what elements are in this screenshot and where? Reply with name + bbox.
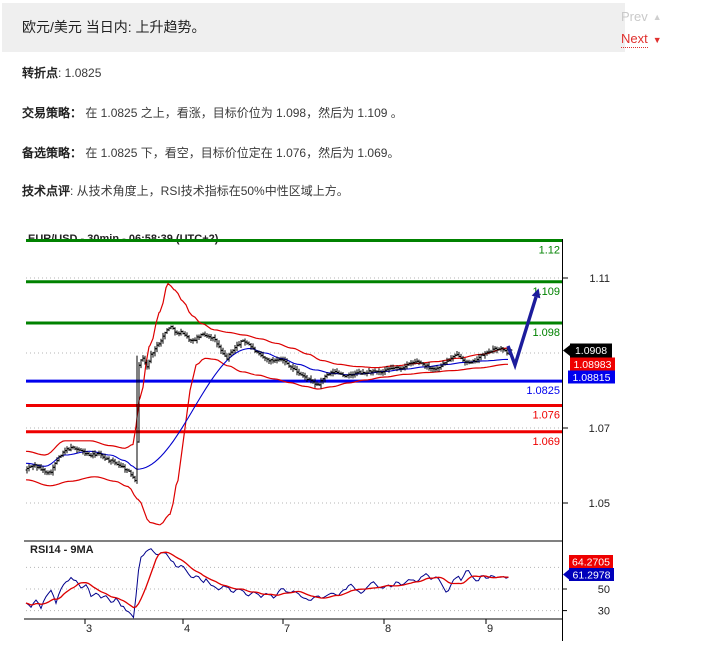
rsi-tag-arrow xyxy=(563,569,569,580)
price-tag-1.0908 xyxy=(570,343,612,358)
rsi-tag-61.2978 xyxy=(569,568,614,581)
alt-strategy-line: 备选策略： 在 1.0825 下，看空，目标价位定在 1.076，然后为 1.0… xyxy=(22,144,399,161)
tech-comment-line: 技术点评: 从技术角度上，RSI技术指标在50%中性区域上方。 xyxy=(22,182,349,199)
price-tag-value: 1.08983 xyxy=(574,359,612,371)
triangle-up-icon: ▲ xyxy=(652,11,662,22)
level-label-1.0825: 1.0825 xyxy=(526,385,560,397)
x-axis-label: 8 xyxy=(385,623,391,635)
bollinger-upper-band xyxy=(25,282,508,456)
alt-strategy-label: 备选策略： xyxy=(22,146,83,160)
level-label-1.12: 1.12 xyxy=(539,245,560,257)
price-tag-arrow xyxy=(563,345,570,356)
next-link[interactable]: Next ▼ xyxy=(621,31,691,48)
price-tag-value: 1.08815 xyxy=(573,372,611,384)
x-axis-label: 4 xyxy=(184,623,190,635)
triangle-down-icon: ▼ xyxy=(652,34,662,45)
prev-link[interactable]: Prev ▲ xyxy=(621,9,691,24)
rsi-title: RSI14 - 9MA xyxy=(30,544,94,556)
x-axis-label: 7 xyxy=(284,623,290,635)
price-tag-1.08983 xyxy=(570,357,615,371)
chart-area: EUR/USD - 30min - 06:58:39 (UTC+2) RSI14… xyxy=(0,225,705,641)
pivot-value: : 1.0825 xyxy=(58,66,102,80)
pivot-line: 转折点: 1.0825 xyxy=(22,64,101,81)
rsi-axis-label: 50 xyxy=(598,584,610,596)
rsi-ma-line xyxy=(25,551,509,609)
rsi-tag-value: 64.2705 xyxy=(572,557,610,569)
y-axis-label: 1.07 xyxy=(589,423,610,435)
prev-label: Prev xyxy=(621,9,648,24)
tech-comment-text: : 从技术角度上，RSI技术指标在50%中性区域上方。 xyxy=(70,184,349,198)
rsi-tag-64.2705 xyxy=(569,555,613,568)
page-title: 欧元/美元 当日内: 上升趋势。 xyxy=(22,19,206,35)
rsi-axis-label: 30 xyxy=(598,606,610,618)
ma-line xyxy=(25,347,508,470)
price-tag-1.08815 xyxy=(568,370,615,384)
price-chart: EUR/USD - 30min - 06:58:39 (UTC+2) RSI14… xyxy=(24,233,615,641)
y-axis-label: 1.05 xyxy=(589,498,610,510)
x-axis-label: 9 xyxy=(487,623,493,635)
rsi-line xyxy=(25,548,509,619)
trade-strategy-line: 交易策略： 在 1.0825 之上，看涨，目标价位为 1.098，然后为 1.1… xyxy=(22,104,403,121)
pivot-label: 转折点 xyxy=(22,66,59,80)
level-label-1.098: 1.098 xyxy=(532,327,560,339)
next-label: Next xyxy=(621,31,648,48)
pager-nav: Prev ▲ Next ▼ xyxy=(621,9,691,55)
rsi-tag-value: 61.2978 xyxy=(573,570,611,582)
trade-strategy-label: 交易策略： xyxy=(22,106,83,120)
tech-comment-label: 技术点评 xyxy=(22,184,71,198)
trend-arrow xyxy=(506,296,538,371)
price-tag-value: 1.0908 xyxy=(575,345,607,357)
candles-group xyxy=(25,325,513,484)
header-bar: 欧元/美元 当日内: 上升趋势。 xyxy=(2,3,625,52)
x-axis-label: 3 xyxy=(86,623,92,635)
alt-strategy-text: 在 1.0825 下，看空，目标价位定在 1.076，然后为 1.069。 xyxy=(82,146,400,160)
level-label-1.076: 1.076 xyxy=(532,410,560,422)
bollinger-lower-band xyxy=(25,357,508,526)
y-axis-label: 1.11 xyxy=(589,273,610,285)
trend-arrow-head xyxy=(531,288,541,299)
level-label-1.069: 1.069 xyxy=(532,436,560,448)
trade-strategy-text: 在 1.0825 之上，看涨，目标价位为 1.098，然后为 1.109 。 xyxy=(82,106,403,120)
